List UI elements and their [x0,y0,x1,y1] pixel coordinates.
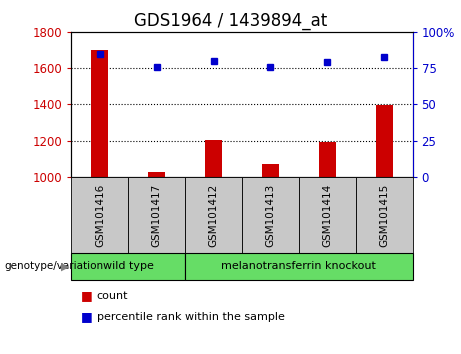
Text: GDS1964 / 1439894_at: GDS1964 / 1439894_at [134,12,327,30]
Text: GSM101412: GSM101412 [208,183,219,247]
Bar [91,50,108,177]
Text: GSM101415: GSM101415 [379,183,389,247]
Text: wild type: wild type [103,261,154,272]
Text: GSM101414: GSM101414 [322,183,332,247]
Bar [205,140,222,177]
Bar [319,142,336,177]
Text: ■: ■ [81,289,92,302]
Text: melanotransferrin knockout: melanotransferrin knockout [221,261,376,272]
Bar [148,172,165,177]
Text: count: count [97,291,128,301]
Bar [262,164,279,177]
Text: ▶: ▶ [61,261,69,272]
Text: genotype/variation: genotype/variation [5,261,104,272]
Text: GSM101417: GSM101417 [152,183,162,247]
Text: GSM101413: GSM101413 [266,183,276,247]
Text: percentile rank within the sample: percentile rank within the sample [97,312,285,322]
Text: GSM101416: GSM101416 [95,183,105,247]
Text: ■: ■ [81,310,92,323]
Bar [376,105,393,177]
